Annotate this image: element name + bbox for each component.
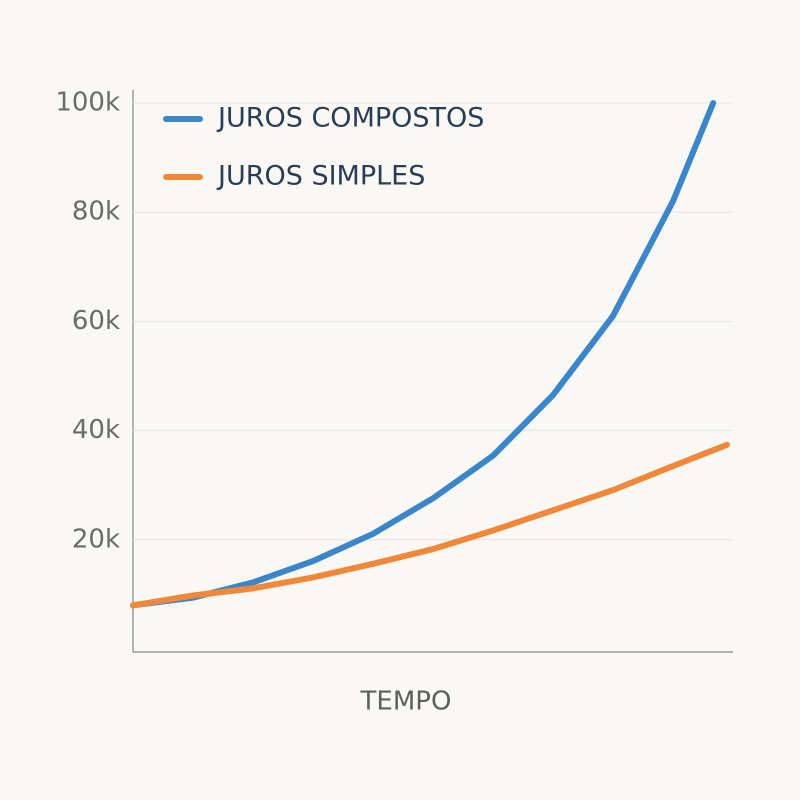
- y-tick-label: 20k: [72, 524, 120, 554]
- legend-label: JUROS COMPOSTOS: [216, 103, 484, 134]
- y-tick-label: 100k: [55, 88, 120, 118]
- y-tick-label: 40k: [72, 415, 120, 445]
- x-axis-label: TEMPO: [360, 687, 452, 717]
- series-line: [130, 441, 730, 609]
- legend-label: JUROS SIMPLES: [216, 161, 425, 192]
- y-tick-label: 60k: [72, 306, 120, 336]
- y-tick-label: 80k: [72, 197, 120, 227]
- series-line: [130, 100, 717, 609]
